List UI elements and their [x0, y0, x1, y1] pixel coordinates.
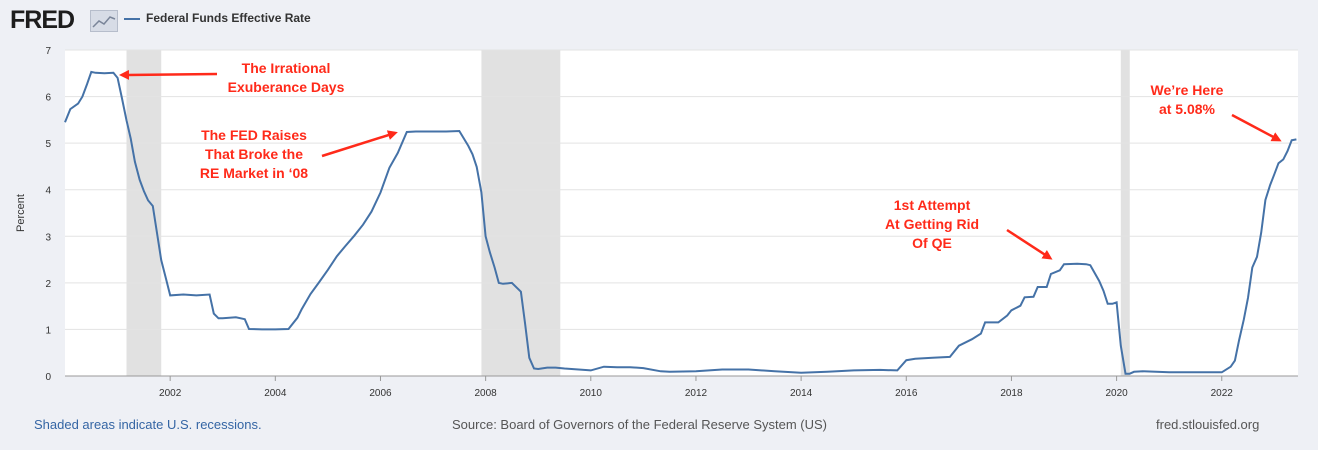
annotation-line: At Getting Rid [885, 216, 979, 232]
y-tick-label: 1 [45, 325, 51, 336]
recession-bands [126, 50, 1130, 376]
annotation-line: That Broke the [205, 146, 303, 162]
annotation-line: Exuberance Days [228, 79, 345, 95]
annotation-line: The FED Raises [201, 127, 307, 143]
line-chart[interactable]: 0 1 2 3 4 5 6 7 2002 2004 2006 2008 2010 2012 2014 201… [0, 40, 1318, 415]
annotation-text: The Irrational Exuberance Days [228, 60, 345, 95]
x-tick-label: 2014 [790, 388, 813, 399]
annotation-arrow [1006, 228, 1053, 260]
annotations: The Irrational Exuberance Days The FED Rai… [119, 60, 1282, 260]
annotation-text: The FED Raises That Broke the RE Market in… [200, 127, 308, 181]
annotation-line: We’re Here [1151, 82, 1224, 98]
annotation-arrow [321, 130, 398, 158]
annotation-arrow [119, 69, 218, 80]
grid-lines [65, 49, 1298, 377]
annotation-line: Of QE [912, 235, 952, 251]
y-axis-label: Percent [15, 194, 27, 232]
x-tick-label: 2004 [264, 388, 287, 399]
x-tick-label: 2018 [1000, 388, 1023, 399]
x-tick-label: 2020 [1105, 388, 1128, 399]
legend-entry: Federal Funds Effective Rate [124, 11, 311, 25]
x-tick-label: 2012 [685, 388, 708, 399]
chart-header: FRED Federal Funds Effective Rate [0, 0, 1318, 40]
annotation-text: We’re Here at 5.08% [1151, 82, 1224, 117]
y-tick-label: 5 [45, 139, 51, 150]
y-tick-label: 7 [45, 46, 51, 57]
recession-band [1120, 50, 1130, 376]
y-tick-label: 2 [45, 279, 51, 290]
x-tick-label: 2002 [159, 388, 182, 399]
series-line-federal-funds-rate[interactable] [64, 70, 1297, 375]
fred-logo[interactable]: FRED [10, 6, 75, 34]
annotation-text: 1st Attempt At Getting Rid Of QE [885, 197, 979, 251]
source-note: Source: Board of Governors of the Federa… [452, 417, 827, 432]
legend-label: Federal Funds Effective Rate [146, 11, 311, 25]
y-tick-label: 0 [45, 372, 51, 383]
x-tick-label: 2008 [475, 388, 498, 399]
annotation-line: 1st Attempt [894, 197, 971, 213]
y-tick-label: 3 [45, 232, 51, 243]
annotation-arrow [1231, 113, 1282, 142]
legend-swatch [124, 17, 140, 20]
x-axis-ticks: 2002 2004 2006 2008 2010 2012 2014 2016 2018 2020… [159, 376, 1233, 399]
x-tick-label: 2016 [895, 388, 918, 399]
site-link[interactable]: fred.stlouisfed.org [1156, 417, 1260, 432]
recession-band [126, 50, 162, 376]
y-tick-label: 6 [45, 93, 51, 104]
annotation-line: The Irrational [242, 60, 331, 76]
x-tick-label: 2006 [369, 388, 392, 399]
annotation-line: at 5.08% [1159, 101, 1216, 117]
plot-area [65, 50, 1298, 376]
y-axis-ticks: 0 1 2 3 4 5 6 7 [45, 46, 51, 383]
annotation-line: RE Market in ‘08 [200, 165, 308, 181]
recessions-note[interactable]: Shaded areas indicate U.S. recessions. [34, 417, 262, 432]
y-tick-label: 4 [45, 186, 51, 197]
x-tick-label: 2010 [580, 388, 603, 399]
x-tick-label: 2022 [1211, 388, 1234, 399]
recession-band [481, 50, 561, 376]
chart-line-icon [90, 10, 118, 32]
